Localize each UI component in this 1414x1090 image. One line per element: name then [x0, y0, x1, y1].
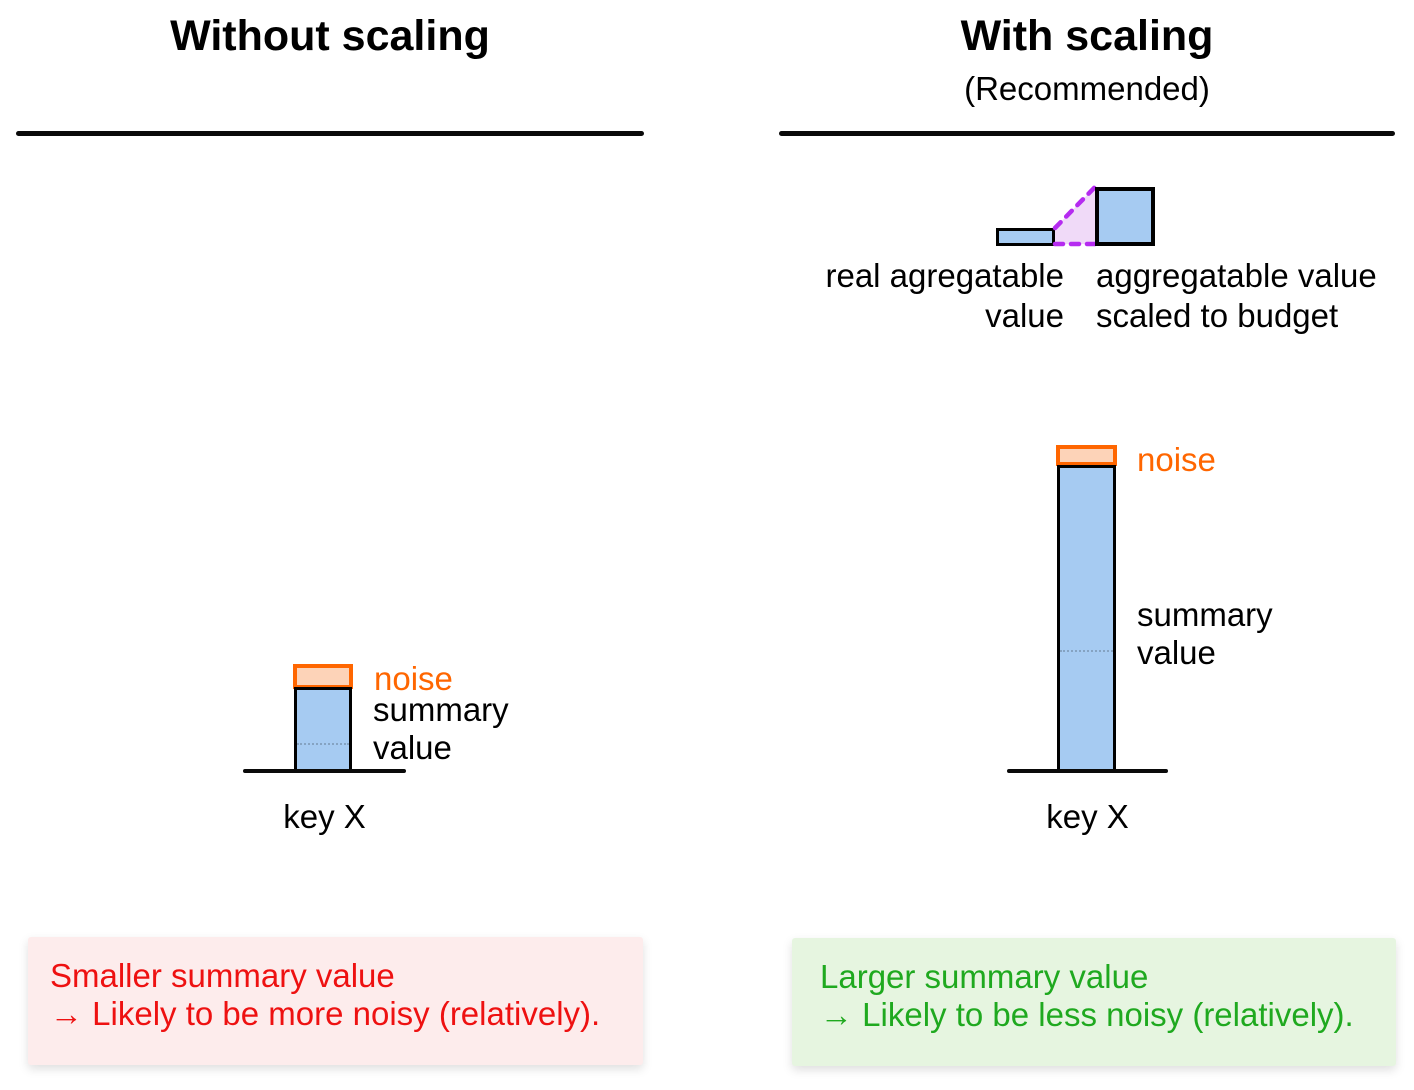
right-panel: With scaling (Recommended) real agregata… [707, 0, 1414, 1090]
left-summary-bar [294, 687, 352, 772]
right-callout-line2: → Likely to be less noisy (relatively). [820, 996, 1354, 1033]
right-axis-key-label: key X [1046, 798, 1129, 835]
right-panel-subtitle: (Recommended) [964, 70, 1210, 107]
scaled-value-label-line1: aggregatable value [1096, 257, 1377, 294]
left-bar-midline [297, 743, 349, 745]
right-summary-bar [1057, 465, 1116, 772]
right-axis-line [1007, 769, 1168, 773]
real-value-label: real agregatable value [764, 256, 1064, 336]
left-noise-label: noise [374, 660, 453, 697]
scaling-trapezoid [1052, 184, 1098, 247]
left-callout: Smaller summary value → Likely to be mor… [28, 937, 643, 1065]
right-callout: Larger summary value → Likely to be less… [792, 938, 1396, 1066]
right-noise-segment [1056, 445, 1117, 466]
real-value-label-line1: real agregatable [825, 257, 1064, 294]
left-summary-label-line1: summary [373, 691, 509, 728]
right-panel-title: With scaling [960, 12, 1214, 60]
right-summary-label: summary value [1137, 596, 1273, 672]
right-summary-label-line1: summary [1137, 596, 1273, 633]
left-divider [16, 131, 644, 136]
left-summary-label: summary value [373, 691, 509, 767]
scaled-value-label: aggregatable value scaled to budget [1096, 256, 1406, 336]
right-summary-label-line2: value [1137, 634, 1216, 671]
left-panel: Without scaling noise summary value key … [16, 12, 644, 1065]
right-callout-line1: Larger summary value [820, 958, 1149, 995]
left-axis-line [243, 769, 406, 773]
right-bar-midline [1060, 650, 1113, 652]
left-axis-key-label: key X [283, 798, 366, 835]
left-panel-title: Without scaling [170, 12, 490, 60]
left-noise-segment [293, 664, 353, 689]
left-callout-line2: → Likely to be more noisy (relatively). [50, 995, 601, 1032]
real-value-bar [996, 228, 1055, 246]
left-summary-label-line2: value [373, 729, 452, 766]
right-noise-label: noise [1137, 441, 1216, 478]
left-callout-line1: Smaller summary value [50, 957, 395, 994]
real-value-label-line2: value [985, 297, 1064, 334]
scaled-value-label-line2: scaled to budget [1096, 297, 1339, 334]
scaled-value-square [1095, 187, 1155, 246]
right-divider [779, 131, 1395, 136]
